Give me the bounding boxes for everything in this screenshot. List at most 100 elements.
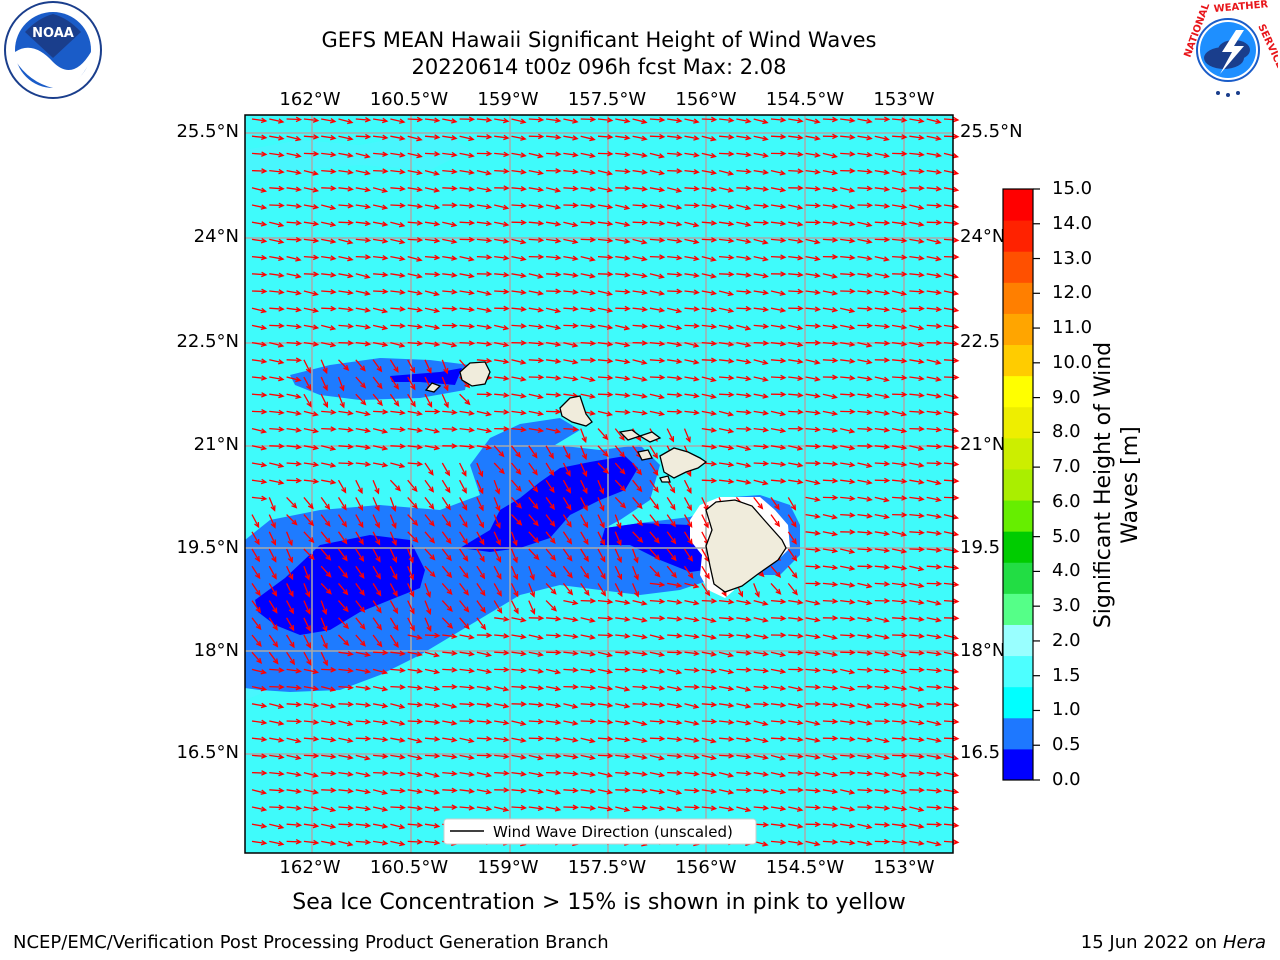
direction-arrow	[286, 617, 295, 631]
direction-arrowhead	[399, 202, 406, 209]
direction-arrowhead	[255, 589, 261, 597]
direction-arrow	[407, 479, 418, 492]
direction-arrow	[303, 754, 318, 757]
direction-arrowhead	[312, 307, 320, 313]
direction-arrow	[303, 376, 312, 390]
direction-arrowhead	[364, 461, 372, 467]
direction-arrowhead	[797, 479, 804, 485]
colorbar-segment	[1003, 562, 1033, 594]
direction-arrow	[546, 152, 561, 155]
direction-arrowhead	[304, 574, 310, 581]
direction-arrowhead	[687, 555, 694, 562]
direction-arrow	[476, 359, 491, 362]
direction-arrowhead	[295, 771, 302, 778]
direction-arrow	[459, 135, 474, 141]
direction-arrowhead	[260, 445, 268, 451]
direction-arrowhead	[849, 341, 856, 347]
direction-arrowhead	[555, 753, 562, 759]
direction-arrow	[580, 324, 595, 328]
direction-arrowhead	[918, 238, 925, 244]
direction-arrowhead	[533, 537, 540, 544]
direction-arrowhead	[641, 754, 648, 760]
direction-arrowhead	[780, 271, 787, 277]
direction-arrowhead	[485, 668, 493, 675]
direction-arrow	[580, 771, 595, 776]
direction-arrowhead	[278, 684, 285, 690]
direction-arrow	[857, 771, 872, 775]
direction-arrow	[251, 376, 266, 380]
direction-arrowhead	[780, 735, 787, 742]
direction-arrow	[372, 359, 382, 372]
direction-arrowhead	[307, 503, 314, 510]
direction-arrow	[338, 255, 353, 261]
direction-arrow	[632, 359, 647, 364]
direction-arrow	[667, 737, 682, 741]
direction-arrow	[926, 496, 941, 501]
direction-arrow	[373, 840, 388, 845]
direction-arrow	[701, 324, 716, 328]
direction-arrow	[874, 393, 889, 398]
direction-arrow	[840, 341, 855, 346]
direction-arrowhead	[291, 519, 298, 526]
lon-label-top: 154.5°W	[765, 89, 845, 110]
direction-arrowhead	[381, 806, 389, 812]
direction-arrow	[822, 118, 837, 121]
direction-arrow	[874, 668, 889, 672]
direction-arrow	[667, 135, 682, 139]
direction-arrowhead	[256, 640, 262, 648]
direction-arrowhead	[382, 409, 389, 415]
direction-arrow	[563, 135, 578, 140]
direction-arrowhead	[567, 589, 574, 596]
direction-arrow	[615, 290, 630, 293]
direction-arrow	[390, 771, 405, 775]
direction-arrowhead	[395, 485, 402, 492]
direction-arrowhead	[520, 650, 527, 657]
direction-arrow	[649, 445, 658, 459]
direction-arrowhead	[589, 668, 597, 674]
island-kahoolawe	[659, 475, 671, 483]
direction-arrow	[268, 514, 276, 528]
direction-arrowhead	[515, 485, 522, 492]
direction-arrow	[892, 135, 907, 138]
direction-arrow	[286, 290, 301, 295]
direction-arrow	[355, 497, 363, 511]
direction-arrowhead	[572, 151, 579, 158]
direction-arrow	[892, 840, 907, 844]
direction-arrow	[269, 462, 284, 468]
direction-arrow	[476, 462, 483, 477]
direction-arrow	[251, 204, 266, 209]
island-oahu	[559, 395, 593, 427]
direction-arrowhead	[849, 599, 856, 605]
direction-arrow	[390, 307, 405, 311]
direction-arrow	[321, 410, 336, 414]
direction-arrowhead	[572, 633, 579, 640]
direction-arrowhead	[762, 821, 770, 828]
direction-arrow	[286, 754, 301, 759]
direction-arrow	[511, 359, 526, 364]
direction-arrowhead	[254, 555, 260, 563]
direction-arrowhead	[391, 505, 397, 512]
direction-arrowhead	[745, 375, 752, 382]
direction-arrowhead	[745, 289, 752, 295]
direction-arrowhead	[599, 539, 605, 546]
direction-arrow	[511, 187, 526, 190]
direction-arrow	[701, 169, 716, 174]
direction-arrowhead	[693, 289, 700, 295]
direction-arrowhead	[866, 633, 873, 640]
direction-arrow	[372, 789, 387, 794]
direction-arrowhead	[797, 341, 804, 348]
direction-arrow	[407, 583, 415, 597]
direction-arrow	[563, 427, 578, 431]
direction-arrow	[355, 668, 370, 673]
direction-arrowhead	[935, 443, 943, 450]
direction-arrow	[424, 634, 440, 637]
direction-arrow	[684, 634, 699, 638]
direction-arrowhead	[364, 702, 372, 708]
direction-arrow	[562, 497, 572, 510]
direction-arrow	[615, 617, 630, 621]
direction-arrow	[597, 359, 612, 362]
direction-arrowhead	[762, 701, 770, 708]
direction-arrowhead	[485, 324, 493, 330]
direction-arrow	[753, 410, 768, 415]
direction-arrowhead	[288, 573, 294, 581]
